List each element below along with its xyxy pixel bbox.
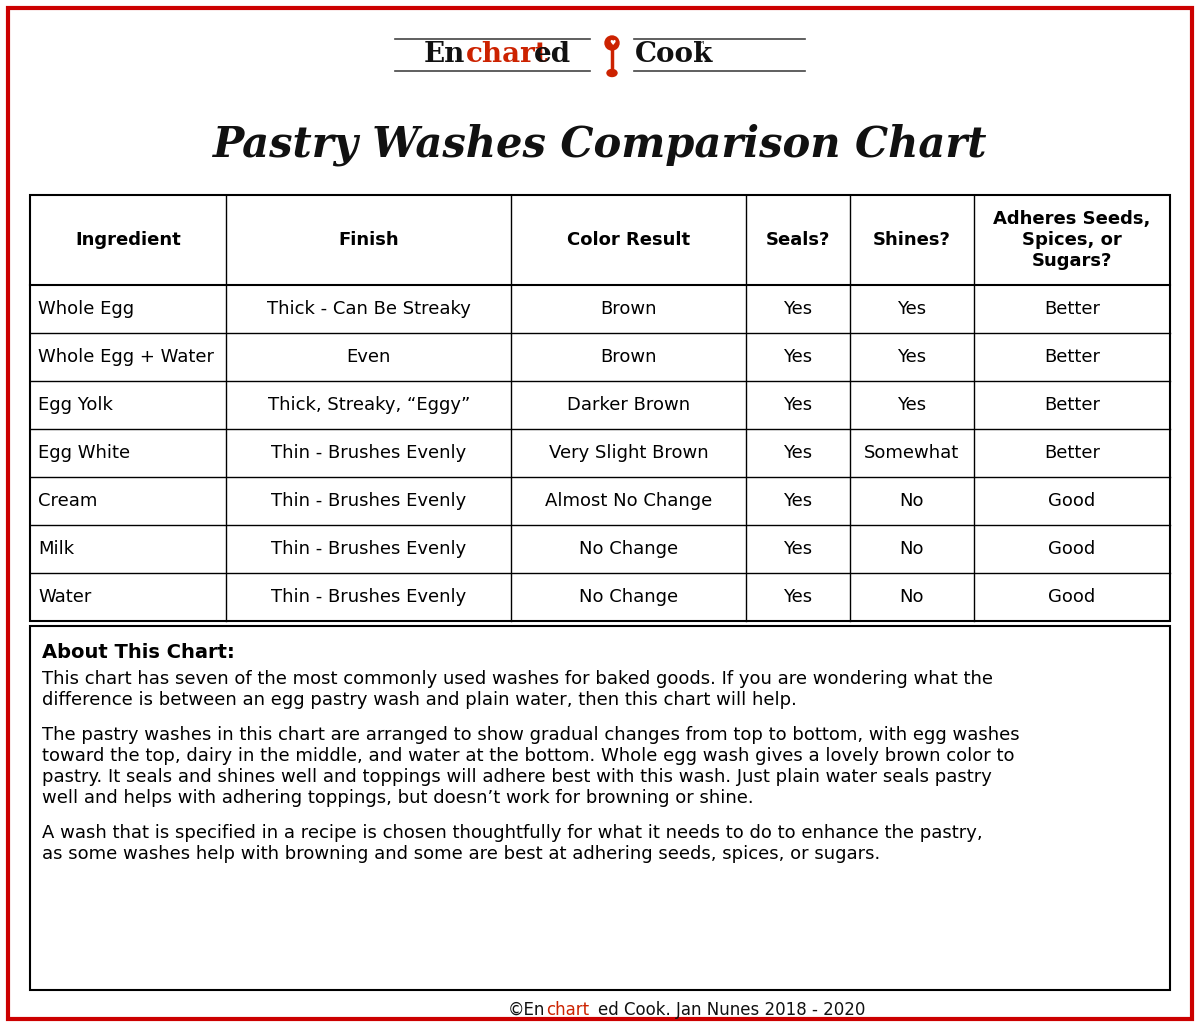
Text: pastry. It seals and shines well and toppings will adhere best with this wash. J: pastry. It seals and shines well and top… xyxy=(42,768,992,786)
Text: Thin - Brushes Evenly: Thin - Brushes Evenly xyxy=(271,588,467,606)
Text: well and helps with adhering toppings, but doesn’t work for browning or shine.: well and helps with adhering toppings, b… xyxy=(42,789,754,807)
Ellipse shape xyxy=(607,70,617,76)
Text: Ingredient: Ingredient xyxy=(76,231,181,249)
Text: chart: chart xyxy=(546,1001,589,1019)
Text: Whole Egg + Water: Whole Egg + Water xyxy=(38,348,214,366)
Text: En: En xyxy=(424,41,466,69)
Text: Yes: Yes xyxy=(898,348,926,366)
Text: Better: Better xyxy=(1044,396,1100,414)
Text: Egg Yolk: Egg Yolk xyxy=(38,396,113,414)
Text: Good: Good xyxy=(1049,588,1096,606)
Text: Adheres Seeds,
Spices, or
Sugars?: Adheres Seeds, Spices, or Sugars? xyxy=(994,211,1151,270)
Text: Yes: Yes xyxy=(784,444,812,462)
Text: No: No xyxy=(899,588,924,606)
Bar xyxy=(30,626,1170,990)
Text: Yes: Yes xyxy=(898,396,926,414)
Text: Good: Good xyxy=(1049,540,1096,558)
Text: No: No xyxy=(899,492,924,510)
Text: Better: Better xyxy=(1044,300,1100,318)
Text: Thick, Streaky, “Eggy”: Thick, Streaky, “Eggy” xyxy=(268,396,470,414)
Text: ™: ™ xyxy=(694,41,706,51)
Bar xyxy=(30,195,1170,621)
Text: ed Cook. Jan Nunes 2018 - 2020: ed Cook. Jan Nunes 2018 - 2020 xyxy=(598,1001,865,1019)
Text: ♥: ♥ xyxy=(608,40,616,46)
Text: Somewhat: Somewhat xyxy=(864,444,959,462)
Text: Yes: Yes xyxy=(784,348,812,366)
Text: Cook: Cook xyxy=(635,41,713,69)
Text: Thick - Can Be Streaky: Thick - Can Be Streaky xyxy=(266,300,470,318)
Text: Yes: Yes xyxy=(784,300,812,318)
Text: Milk: Milk xyxy=(38,540,74,558)
Text: Darker Brown: Darker Brown xyxy=(566,396,690,414)
Text: A wash that is specified in a recipe is chosen thoughtfully for what it needs to: A wash that is specified in a recipe is … xyxy=(42,824,983,842)
Text: Better: Better xyxy=(1044,444,1100,462)
Text: About This Chart:: About This Chart: xyxy=(42,643,235,661)
Text: Even: Even xyxy=(347,348,391,366)
Text: Pastry Washes Comparison Chart: Pastry Washes Comparison Chart xyxy=(212,123,988,166)
Text: chart: chart xyxy=(466,41,548,69)
Text: Color Result: Color Result xyxy=(566,231,690,249)
Text: Finish: Finish xyxy=(338,231,400,249)
Text: Better: Better xyxy=(1044,348,1100,366)
Text: Yes: Yes xyxy=(784,396,812,414)
Text: ©En: ©En xyxy=(508,1001,545,1019)
Text: Water: Water xyxy=(38,588,91,606)
Text: Yes: Yes xyxy=(784,492,812,510)
Text: ed: ed xyxy=(534,41,571,69)
Text: Yes: Yes xyxy=(898,300,926,318)
Text: Seals?: Seals? xyxy=(766,231,829,249)
Text: Brown: Brown xyxy=(600,348,656,366)
Text: Yes: Yes xyxy=(784,540,812,558)
Text: Brown: Brown xyxy=(600,300,656,318)
Text: as some washes help with browning and some are best at adhering seeds, spices, o: as some washes help with browning and so… xyxy=(42,845,881,863)
Text: Thin - Brushes Evenly: Thin - Brushes Evenly xyxy=(271,540,467,558)
Text: Whole Egg: Whole Egg xyxy=(38,300,134,318)
Text: Shines?: Shines? xyxy=(872,231,950,249)
Text: No Change: No Change xyxy=(578,540,678,558)
Text: Almost No Change: Almost No Change xyxy=(545,492,712,510)
Text: The pastry washes in this chart are arranged to show gradual changes from top to: The pastry washes in this chart are arra… xyxy=(42,726,1020,744)
Text: toward the top, dairy in the middle, and water at the bottom. Whole egg wash giv: toward the top, dairy in the middle, and… xyxy=(42,747,1014,765)
Text: No: No xyxy=(899,540,924,558)
Ellipse shape xyxy=(605,36,619,50)
Text: Cream: Cream xyxy=(38,492,97,510)
Text: Good: Good xyxy=(1049,492,1096,510)
Text: Thin - Brushes Evenly: Thin - Brushes Evenly xyxy=(271,444,467,462)
Text: Yes: Yes xyxy=(784,588,812,606)
Text: Egg White: Egg White xyxy=(38,444,130,462)
Text: Very Slight Brown: Very Slight Brown xyxy=(548,444,708,462)
Text: No Change: No Change xyxy=(578,588,678,606)
Text: difference is between an egg pastry wash and plain water, then this chart will h: difference is between an egg pastry wash… xyxy=(42,691,797,709)
Text: Thin - Brushes Evenly: Thin - Brushes Evenly xyxy=(271,492,467,510)
Text: This chart has seven of the most commonly used washes for baked goods. If you ar: This chart has seven of the most commonl… xyxy=(42,670,994,688)
